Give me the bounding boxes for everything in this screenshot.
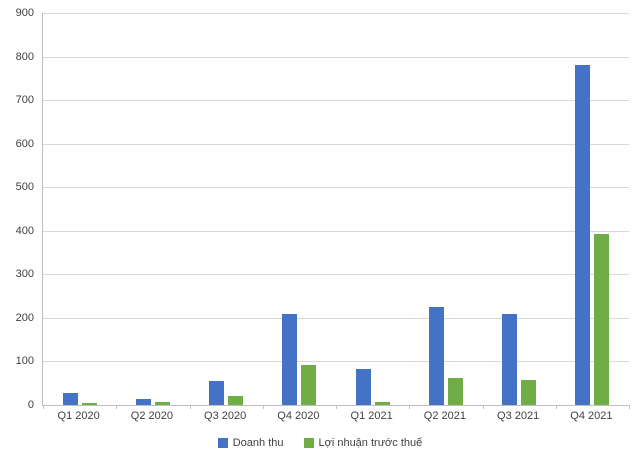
legend-item-loi-nhuan: Lợi nhuận trước thuế: [303, 437, 423, 449]
gridline: [43, 317, 629, 319]
bar: [374, 401, 390, 405]
x-axis-category-label: Q4 2021: [570, 410, 613, 422]
bar-groups: [43, 13, 629, 405]
x-axis-tick: [555, 405, 557, 409]
gridline: [43, 56, 629, 58]
y-axis-tick-label: 800: [15, 50, 34, 63]
x-axis-tick: [43, 405, 44, 409]
bar: [154, 402, 170, 405]
x-axis-tick: [482, 405, 484, 409]
bar-group: [209, 13, 244, 405]
bar: [282, 313, 298, 405]
x-axis: Q1 2020 Q2 2020 Q3 2020 Q4 2020 Q1 2021 Q2 20…: [42, 410, 628, 422]
gridline: [43, 187, 629, 189]
legend-label-loi-nhuan: Lợi nhuận trước thuế: [318, 437, 423, 449]
bar: [575, 65, 591, 405]
y-axis: 0 100 200 300 400 500 600 700 800 900: [0, 7, 36, 411]
bar-group: [575, 13, 610, 405]
x-axis-tick: [409, 405, 411, 409]
gridline: [43, 13, 629, 14]
x-axis-category-label: Q2 2021: [423, 410, 466, 422]
bar: [447, 378, 463, 405]
bar: [355, 369, 371, 405]
bar: [502, 314, 518, 405]
bar: [428, 307, 444, 405]
bar-group: [428, 13, 463, 405]
bar-group: [62, 13, 97, 405]
bar: [81, 403, 97, 405]
y-axis-tick-label: 0: [27, 399, 34, 411]
gridline: [43, 230, 629, 232]
y-axis-tick-label: 900: [15, 7, 34, 19]
y-axis-tick-label: 400: [15, 224, 34, 237]
bar: [62, 393, 78, 405]
y-axis-tick-label: 600: [15, 137, 34, 150]
x-axis-category-label: Q2 2020: [130, 410, 173, 422]
x-axis-tick: [189, 405, 191, 409]
x-axis-category-label: Q1 2021: [350, 410, 393, 422]
bar: [135, 399, 151, 405]
legend: Doanh thu Lợi nhuận trước thuế: [0, 437, 640, 449]
legend-label-doanh-thu: Doanh thu: [232, 437, 284, 449]
x-axis-category-label: Q1 2020: [57, 410, 100, 422]
gridline: [43, 100, 629, 102]
x-axis-tick: [629, 405, 630, 409]
bar-group: [502, 13, 537, 405]
x-axis-category-label: Q4 2020: [277, 410, 320, 422]
bar-group: [282, 13, 317, 405]
legend-swatch-doanh-thu-icon: [217, 438, 228, 448]
plot-area: [42, 13, 630, 409]
bar-group: [135, 13, 170, 405]
gridline: [43, 361, 629, 363]
bar: [594, 234, 610, 405]
bar: [228, 396, 244, 405]
bar: [209, 381, 225, 405]
bar: [301, 364, 317, 405]
bar-group: [355, 13, 390, 405]
y-axis-tick-label: 300: [15, 268, 34, 281]
x-axis-tick: [336, 405, 337, 409]
y-axis-tick-label: 100: [15, 355, 34, 368]
legend-swatch-loi-nhuan-icon: [303, 438, 314, 448]
y-axis-tick-label: 500: [15, 181, 34, 194]
gridline: [43, 274, 629, 276]
legend-item-doanh-thu: Doanh thu: [217, 437, 284, 449]
x-axis-tick: [116, 405, 118, 409]
y-axis-tick-label: 700: [15, 94, 34, 107]
x-axis-category-label: Q3 2020: [204, 410, 247, 422]
y-axis-tick-label: 200: [15, 311, 34, 324]
x-axis-category-label: Q3 2021: [497, 410, 540, 422]
bar: [521, 380, 537, 405]
x-axis-tick: [262, 405, 264, 409]
gridline: [43, 143, 629, 145]
